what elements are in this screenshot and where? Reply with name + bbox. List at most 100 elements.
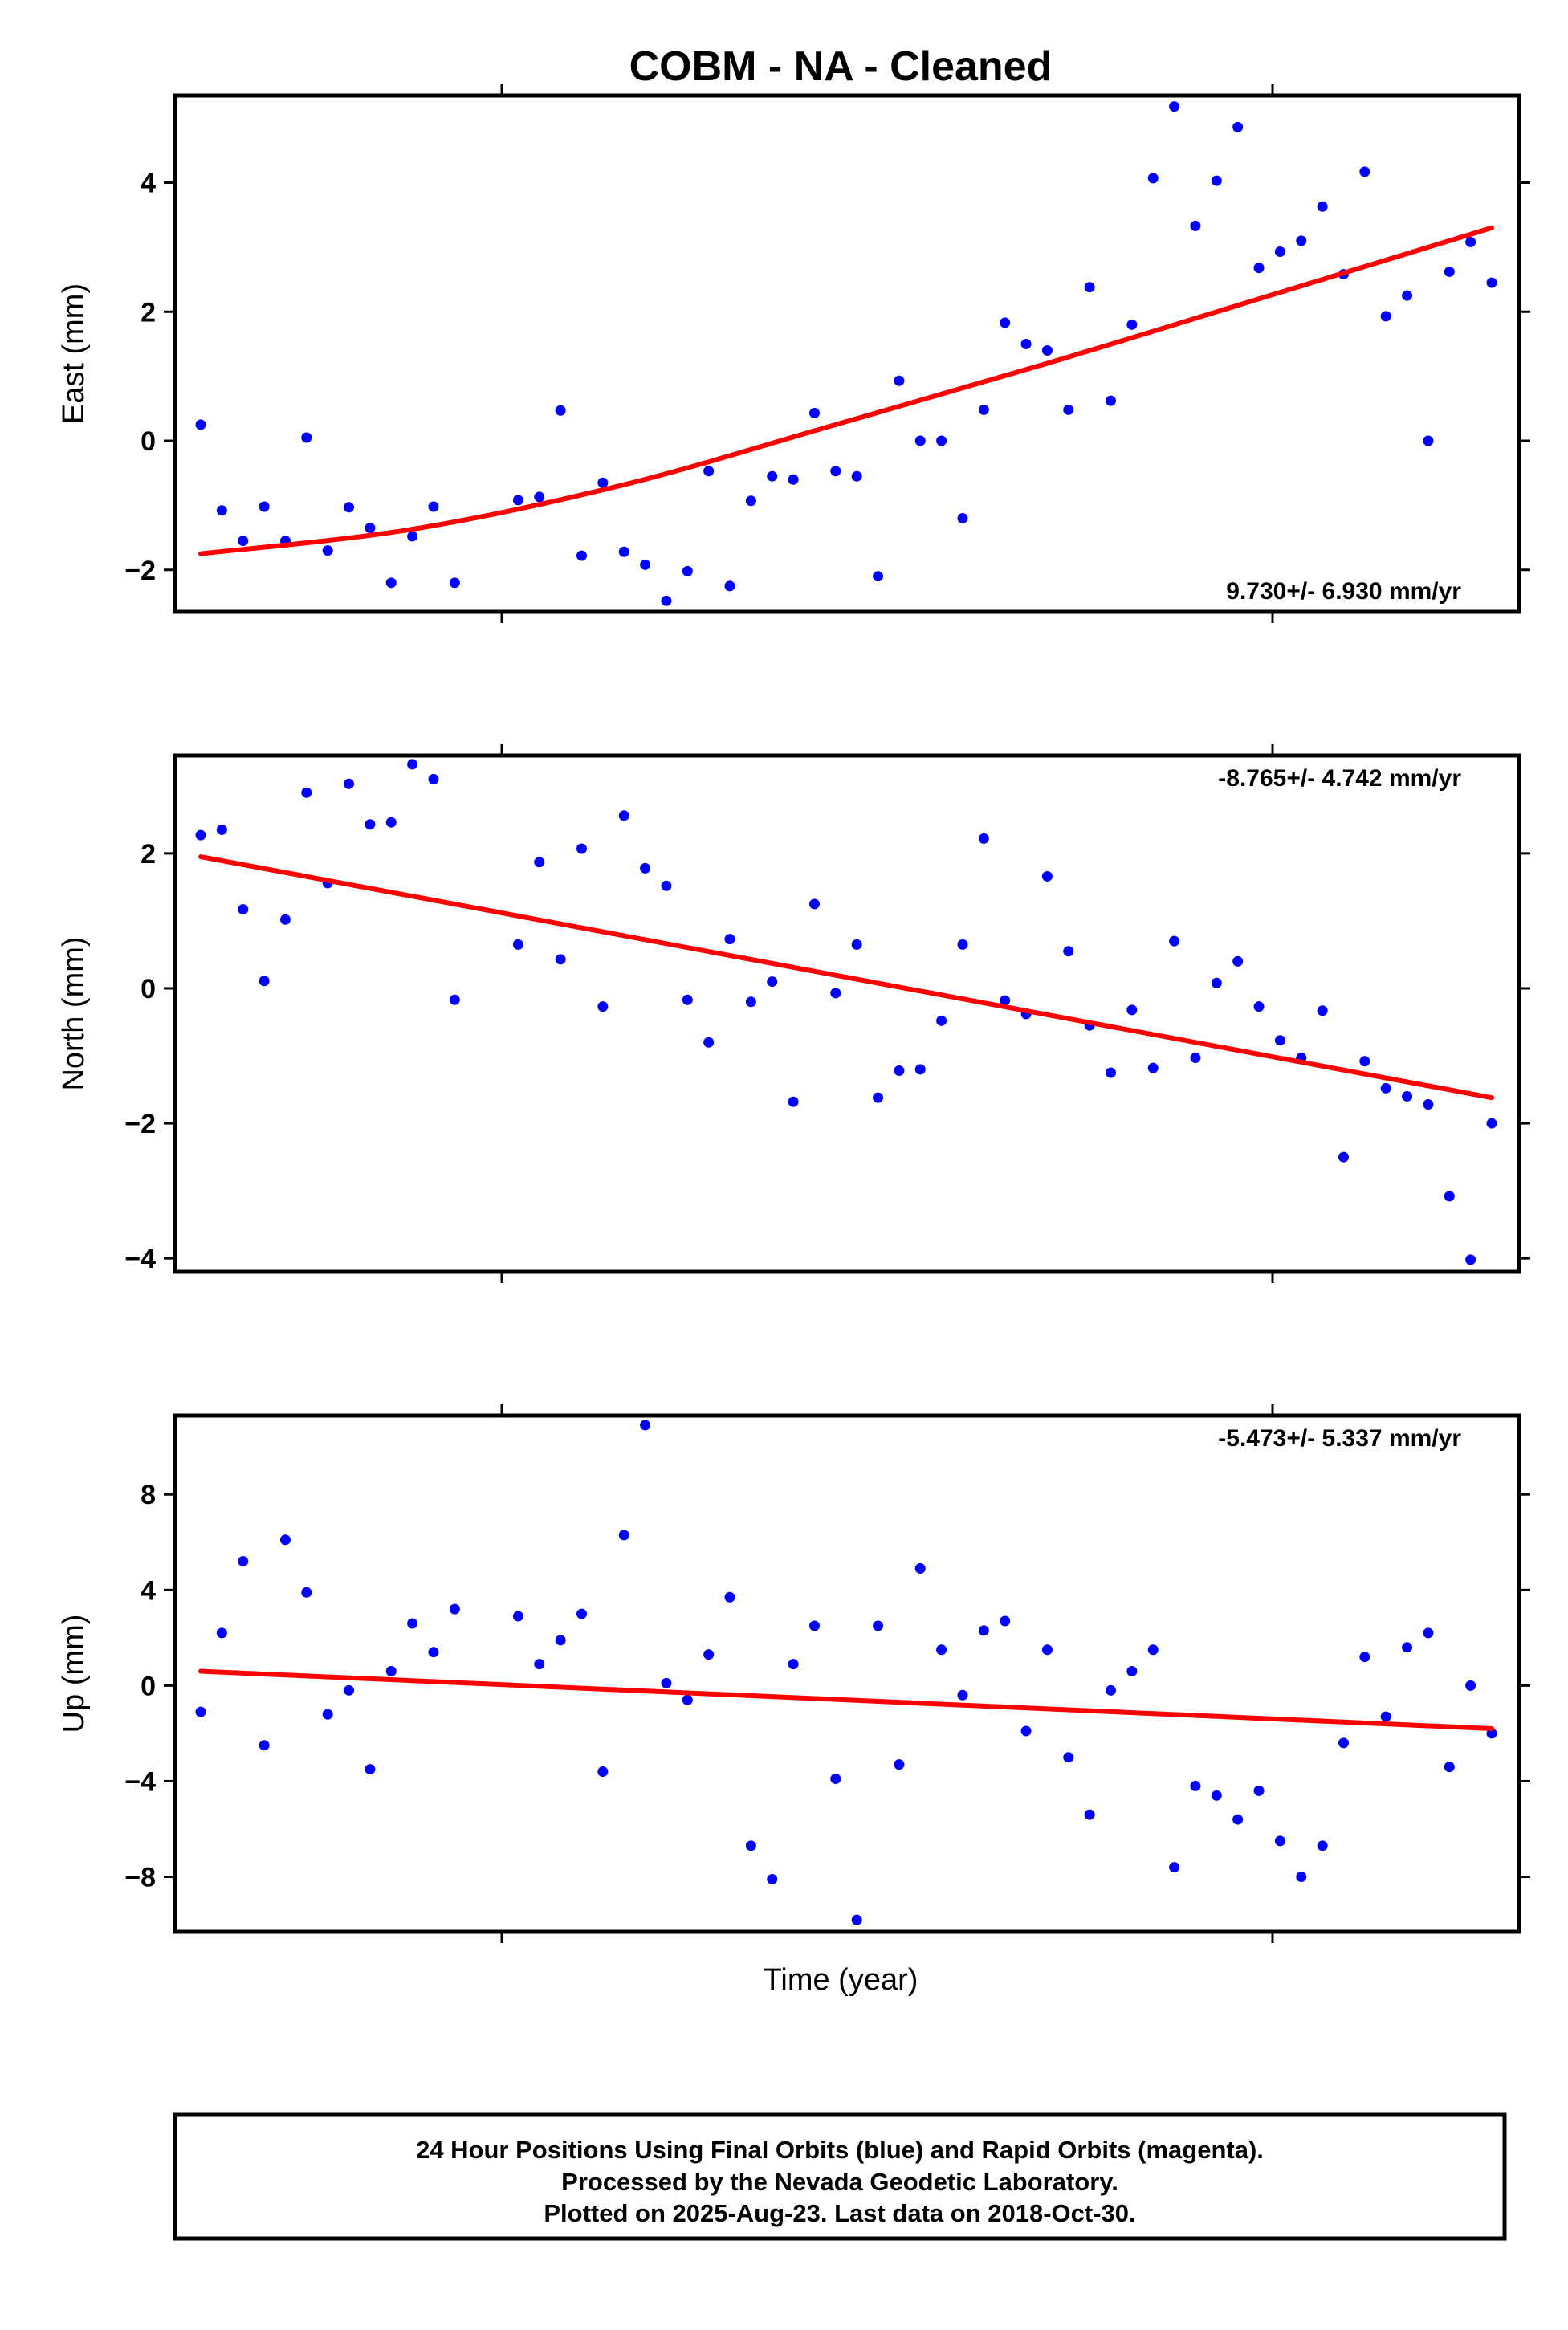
footer-box: 24 Hour Positions Using Final Orbits (bl…: [173, 2112, 1507, 2241]
up-data-point: [385, 1666, 397, 1677]
east-points: [195, 101, 1497, 606]
north-data-point: [914, 1064, 926, 1075]
up-data-point: [1211, 1790, 1222, 1801]
up-data-point: [512, 1611, 523, 1622]
north-data-point: [1211, 977, 1222, 988]
up-data-point: [216, 1627, 227, 1639]
up-data-point: [428, 1647, 439, 1658]
up-ytick-label: 0: [141, 1671, 156, 1701]
east-data-point: [1000, 317, 1011, 328]
east-data-point: [1147, 173, 1159, 184]
east-data-point: [618, 546, 629, 557]
up-data-point: [1359, 1652, 1370, 1663]
up-data-point: [873, 1620, 884, 1631]
up-panel: −8 −4 0 4 8 -5.473+/- 5.337 mm/yr Up (mm): [57, 1404, 1530, 1943]
east-data-point: [385, 577, 397, 589]
north-data-point: [767, 976, 778, 988]
up-data-point: [407, 1618, 418, 1629]
x-axis-label: Time (year): [764, 1963, 918, 1997]
east-data-point: [1317, 201, 1328, 212]
east-data-point: [1126, 319, 1138, 330]
north-data-point: [1317, 1005, 1328, 1016]
east-data-point: [322, 545, 333, 556]
north-data-point: [1465, 1254, 1476, 1265]
north-data-point: [216, 824, 227, 835]
up-data-point: [259, 1740, 270, 1751]
up-data-point: [238, 1556, 249, 1567]
up-data-point: [1423, 1627, 1434, 1639]
north-panel: −4 −2 0 2 -8.765+/- 4.742 mm/yr North (mm): [57, 744, 1530, 1283]
up-data-point: [597, 1766, 609, 1778]
north-data-point: [618, 810, 629, 821]
north-ytick-label: 0: [141, 974, 156, 1004]
east-data-point: [978, 404, 989, 415]
east-ytick-label: 2: [141, 297, 156, 328]
north-data-point: [428, 773, 439, 784]
figure-title: COBM - NA - Cleaned: [629, 43, 1053, 90]
east-data-point: [1169, 101, 1180, 112]
north-points: [195, 759, 1497, 1265]
north-ytick-label: 2: [141, 839, 156, 870]
east-plot-frame: [173, 93, 1521, 614]
north-data-point: [808, 898, 820, 910]
up-data-point: [682, 1694, 693, 1705]
north-data-point: [365, 819, 376, 830]
east-data-point: [1444, 266, 1455, 277]
up-plot-frame: [173, 1413, 1521, 1934]
east-ytick-label: 4: [141, 169, 156, 199]
up-data-point: [1063, 1752, 1074, 1763]
north-data-point: [936, 1015, 947, 1026]
north-data-point: [957, 939, 968, 950]
up-data-point: [661, 1677, 672, 1688]
north-data-point: [978, 833, 989, 844]
east-ytick-label: 0: [141, 426, 156, 457]
north-data-point: [1338, 1151, 1349, 1163]
footer-line-2: Processed by the Nevada Geodetic Laborat…: [561, 2168, 1118, 2196]
north-plot-frame: [173, 753, 1521, 1274]
up-data-point: [914, 1563, 926, 1574]
footer-frame: [173, 2112, 1507, 2241]
east-data-point: [640, 559, 651, 570]
east-data-point: [1211, 175, 1222, 186]
up-data-point: [1444, 1762, 1455, 1773]
east-data-point: [1232, 121, 1244, 132]
north-data-point: [851, 939, 862, 950]
north-data-point: [1063, 946, 1074, 957]
north-data-point: [1190, 1053, 1201, 1064]
north-data-point: [1253, 1001, 1265, 1012]
east-data-point: [808, 407, 820, 418]
north-data-point: [344, 778, 355, 789]
north-data-point: [640, 862, 651, 874]
east-data-point: [873, 571, 884, 582]
north-data-point: [555, 954, 566, 965]
up-data-point: [830, 1773, 841, 1784]
east-data-point: [894, 375, 905, 386]
east-data-point: [936, 435, 947, 446]
up-data-point: [534, 1659, 545, 1670]
up-data-point: [1296, 1872, 1307, 1883]
up-data-point: [1253, 1785, 1265, 1796]
east-data-point: [851, 470, 862, 482]
up-data-point: [703, 1649, 715, 1660]
east-data-point: [195, 419, 206, 430]
up-data-point: [788, 1659, 799, 1670]
up-data-point: [365, 1764, 376, 1775]
east-data-point: [1190, 220, 1201, 231]
up-data-point: [1147, 1644, 1159, 1656]
east-data-point: [555, 405, 566, 416]
up-points: [195, 1420, 1497, 1925]
north-ytick-label: −4: [124, 1244, 156, 1274]
north-data-point: [195, 829, 206, 841]
east-data-point: [830, 466, 841, 477]
north-data-point: [1380, 1082, 1391, 1094]
north-data-point: [873, 1092, 884, 1103]
east-data-point: [1106, 395, 1117, 406]
east-data-point: [1020, 338, 1032, 349]
east-data-point: [1041, 344, 1053, 356]
east-data-point: [682, 565, 693, 576]
east-data-point: [534, 491, 545, 503]
east-data-point: [428, 501, 439, 512]
east-data-point: [1084, 282, 1095, 293]
north-data-point: [1169, 935, 1180, 947]
east-data-point: [788, 474, 799, 485]
